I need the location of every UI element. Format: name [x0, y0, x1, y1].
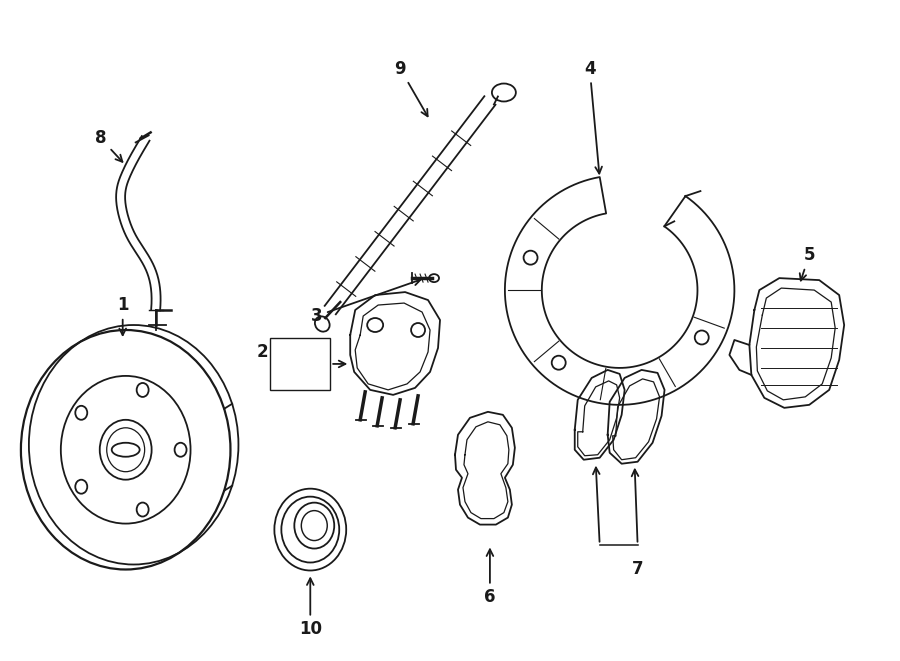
Text: 6: 6	[484, 549, 496, 606]
Text: 2: 2	[256, 343, 268, 361]
Text: 8: 8	[95, 130, 122, 162]
Bar	[270, 338, 330, 390]
Text: 3: 3	[310, 279, 420, 325]
Text: 1: 1	[117, 296, 129, 335]
Text: 10: 10	[299, 578, 322, 639]
Text: 4: 4	[584, 59, 602, 174]
Text: 9: 9	[394, 59, 428, 116]
Text: 7: 7	[632, 561, 644, 578]
Text: 5: 5	[800, 246, 815, 280]
